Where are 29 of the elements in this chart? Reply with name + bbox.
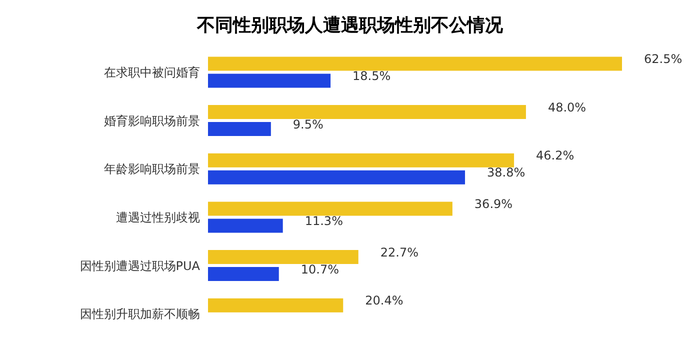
bar	[208, 170, 466, 184]
y-tick-label: 因性别遭遇过职场PUA	[80, 258, 201, 273]
data-label: 36.9%	[474, 196, 513, 211]
bar	[208, 202, 452, 216]
data-label: 20.4%	[365, 294, 404, 308]
data-label: 38.8%	[487, 166, 526, 180]
data-label: 9.5%	[292, 117, 324, 132]
bar	[208, 153, 514, 168]
bar	[208, 250, 358, 264]
bar	[208, 298, 344, 312]
bar	[208, 74, 331, 88]
bar	[208, 122, 271, 136]
bar	[208, 267, 279, 282]
chart-title: 不同性别职场人遭遇职场性别不公情况	[196, 14, 504, 38]
y-tick-label: 年龄影响职场前景	[104, 162, 200, 176]
bar	[208, 105, 526, 120]
bar	[208, 218, 283, 233]
data-label: 18.5%	[352, 68, 391, 83]
y-tick-label: 遭遇过性别歧视	[116, 210, 200, 224]
data-label: 10.7%	[300, 262, 339, 276]
y-tick-label: 婚育影响职场前景	[104, 114, 200, 128]
y-tick-label: 在求职中被问婚育	[104, 65, 200, 80]
data-label: 11.3%	[304, 214, 343, 228]
data-label: 48.0%	[548, 100, 586, 114]
data-label: 46.2%	[536, 148, 574, 163]
y-tick-label: 因性别升职加薪不顺畅	[80, 307, 200, 322]
data-label: 62.5%	[644, 52, 682, 66]
bar	[208, 56, 622, 71]
data-label: 22.7%	[380, 245, 418, 260]
